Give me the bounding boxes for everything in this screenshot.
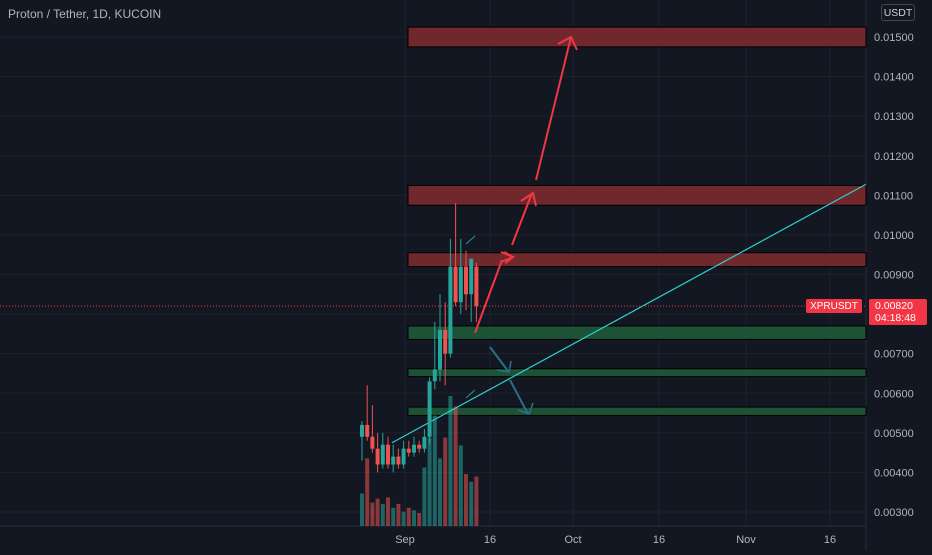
pattern-stroke bbox=[465, 389, 476, 399]
time-tick-label: Oct bbox=[564, 534, 581, 546]
resistance-zone[interactable] bbox=[407, 26, 867, 48]
symbol-label: XPRUSDT bbox=[806, 299, 862, 313]
resistance-zone[interactable] bbox=[407, 252, 867, 268]
volume-bar bbox=[469, 481, 474, 526]
price-tick-label: 0.00300 bbox=[874, 507, 914, 519]
volume-bar bbox=[438, 458, 442, 526]
bear-arrow-1[interactable] bbox=[489, 346, 509, 372]
time-tick-label: Nov bbox=[736, 534, 756, 546]
candle-body[interactable] bbox=[370, 436, 375, 449]
volume-bar bbox=[412, 510, 416, 526]
time-tick-label: 16 bbox=[653, 534, 665, 546]
candle-body[interactable] bbox=[380, 444, 385, 465]
candle-body[interactable] bbox=[375, 448, 380, 465]
price-tick-label: 0.01300 bbox=[874, 111, 914, 123]
currency-button[interactable]: USDT bbox=[881, 4, 915, 21]
price-tick-label: 0.00700 bbox=[874, 349, 914, 361]
candle-body[interactable] bbox=[474, 266, 479, 307]
bull-arrow-3[interactable] bbox=[535, 36, 572, 181]
candle-body[interactable] bbox=[386, 444, 390, 465]
price-tick-label: 0.00900 bbox=[874, 270, 914, 282]
volume-bar bbox=[396, 503, 401, 526]
candle-body[interactable] bbox=[396, 456, 401, 465]
price-tick-label: 0.00600 bbox=[874, 388, 914, 400]
arrow-head-icon bbox=[557, 35, 578, 51]
candle-body[interactable] bbox=[422, 436, 427, 449]
candle-body[interactable] bbox=[432, 369, 437, 382]
bear-arrow-2[interactable] bbox=[509, 379, 529, 415]
last-price-value: 0.00820 bbox=[875, 300, 913, 312]
bull-arrow-2[interactable] bbox=[511, 192, 533, 246]
arrow-head-icon bbox=[517, 402, 534, 416]
bull-arrow-1[interactable] bbox=[474, 259, 503, 334]
volume-bar bbox=[380, 503, 385, 526]
pattern-stroke bbox=[465, 235, 476, 245]
candle-body[interactable] bbox=[464, 266, 468, 295]
chart-title: Proton / Tether, 1D, KUCOIN bbox=[8, 7, 162, 21]
candle-body[interactable] bbox=[360, 424, 364, 437]
volume-bar bbox=[360, 493, 364, 526]
support-zone[interactable] bbox=[407, 368, 867, 378]
candle-body[interactable] bbox=[412, 444, 416, 453]
candle-body[interactable] bbox=[469, 258, 474, 295]
volume-bar bbox=[406, 507, 411, 526]
volume-bar bbox=[427, 437, 432, 526]
candle-body[interactable] bbox=[365, 424, 370, 437]
price-tick-label: 0.00400 bbox=[874, 467, 914, 479]
volume-bar bbox=[448, 396, 453, 526]
candle-body[interactable] bbox=[438, 329, 442, 370]
candle-body[interactable] bbox=[427, 381, 432, 437]
price-tick-label: 0.01400 bbox=[874, 72, 914, 84]
price-tick-label: 0.01500 bbox=[874, 32, 914, 44]
trendline[interactable] bbox=[391, 183, 867, 444]
volume-bar bbox=[365, 458, 370, 526]
price-tick-label: 0.01200 bbox=[874, 151, 914, 163]
time-tick-label: 16 bbox=[484, 534, 496, 546]
volume-bar bbox=[422, 467, 427, 526]
bar-countdown: 04:18:48 bbox=[875, 312, 916, 324]
volume-bar bbox=[474, 476, 479, 526]
price-tick-label: 0.01100 bbox=[874, 190, 913, 202]
candle-body[interactable] bbox=[453, 266, 458, 303]
volume-bar bbox=[453, 406, 458, 526]
arrow-head-icon bbox=[500, 251, 516, 263]
support-zone[interactable] bbox=[407, 406, 867, 416]
support-zone[interactable] bbox=[407, 325, 867, 340]
resistance-zone[interactable] bbox=[407, 184, 867, 206]
candle-body[interactable] bbox=[406, 448, 411, 453]
candle-body[interactable] bbox=[401, 448, 406, 465]
time-tick-label: Sep bbox=[395, 534, 415, 546]
arrow-head-icon bbox=[496, 360, 512, 373]
volume-bar bbox=[464, 474, 468, 526]
volume-bar bbox=[401, 511, 406, 526]
volume-bar bbox=[370, 502, 375, 526]
candle-body[interactable] bbox=[448, 266, 453, 354]
price-tick-label: 0.00500 bbox=[874, 428, 914, 440]
arrow-head-icon bbox=[520, 191, 537, 207]
candle-body[interactable] bbox=[443, 329, 448, 354]
volume-bar bbox=[375, 498, 380, 526]
last-price-label: 0.00820 04:18:48 bbox=[869, 299, 927, 325]
volume-bar bbox=[386, 497, 390, 526]
volume-bar bbox=[391, 507, 396, 526]
candle-body[interactable] bbox=[417, 444, 422, 449]
volume-bar bbox=[432, 415, 437, 526]
volume-bar bbox=[443, 437, 448, 526]
time-tick-label: 16 bbox=[824, 534, 836, 546]
candle-body[interactable] bbox=[391, 456, 396, 465]
candle-body[interactable] bbox=[458, 266, 463, 303]
volume-bar bbox=[458, 445, 463, 526]
volume-bar bbox=[417, 513, 422, 526]
price-tick-label: 0.01000 bbox=[874, 230, 914, 242]
